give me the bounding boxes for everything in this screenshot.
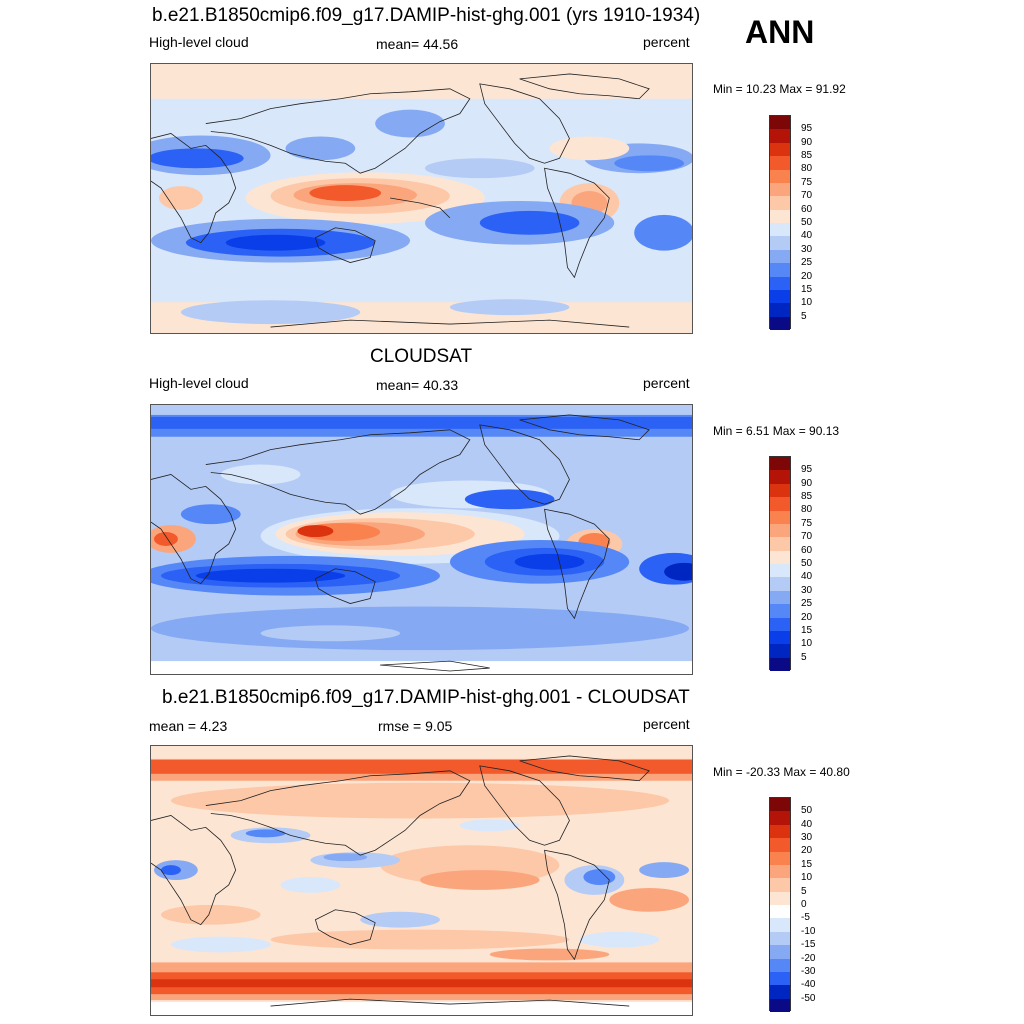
panel-1-colorbar [769,115,791,330]
panel-1-units-label: percent [643,34,690,50]
panel-2-units-label: percent [643,375,690,391]
panel-2-tick: 30 [801,585,813,596]
panel-2-tick: 75 [801,518,813,529]
panel-3-tick: -5 [801,912,810,923]
panel-2-mean-label: mean= 40.33 [376,377,459,393]
panel-3-tick: 20 [801,845,813,856]
panel-1-tick: 80 [801,163,813,174]
panel-1-variable-label: High-level cloud [149,34,249,50]
panel-1-tick: 85 [801,150,813,161]
panel-1-tick: 5 [801,311,807,322]
panel-1-tick: 95 [801,123,813,134]
panel-2-tick: 10 [801,638,813,649]
panel-3-tick: 50 [801,805,813,816]
panel-2-tick: 50 [801,558,813,569]
panel-3-map [150,745,693,1016]
panel-2-tick: 40 [801,571,813,582]
panel-2-tick: 95 [801,464,813,475]
panel-2-colorbar [769,456,791,671]
panel-3-tick: 0 [801,899,807,910]
panel-1-tick: 90 [801,137,813,148]
panel-1-map [150,63,693,334]
panel-3-tick: -10 [801,926,816,937]
panel-1-tick: 70 [801,190,813,201]
panel-3-tick: -20 [801,953,816,964]
panel-3-tick: 5 [801,886,807,897]
season-label: ANN [745,14,815,50]
panel-3-tick: -30 [801,966,816,977]
panel-1-tick: 60 [801,204,813,215]
panel-2-tick: 20 [801,612,813,623]
panel-2-tick: 25 [801,598,813,609]
panel-2-minmax: Min = 6.51 Max = 90.13 [713,424,840,438]
panel-3-tick: 10 [801,872,813,883]
panel-3-tick: 40 [801,819,813,830]
panel-3-mean-label: mean = 4.23 [149,718,228,734]
panel-3-tick: 30 [801,832,813,843]
panel-3-title: b.e21.B1850cmip6.f09_g17.DAMIP-hist-ghg.… [162,687,690,708]
panel-1-tick: 20 [801,271,813,282]
panel-3-tick: -40 [801,979,816,990]
panel-2-tick: 80 [801,504,813,515]
panel-1-tick: 15 [801,284,813,295]
panel-3-tick: -15 [801,939,816,950]
panel-1-tick: 10 [801,297,813,308]
panel-3-tick: -50 [801,993,816,1004]
panel-3-colorbar [769,797,791,1012]
panel-2-tick: 85 [801,491,813,502]
panel-1-tick: 40 [801,230,813,241]
panel-2-tick: 60 [801,545,813,556]
panel-2-tick: 70 [801,531,813,542]
panel-3-units-label: percent [643,716,690,732]
panel-1-tick: 30 [801,244,813,255]
panel-1-tick: 50 [801,217,813,228]
panel-1-title: b.e21.B1850cmip6.f09_g17.DAMIP-hist-ghg.… [152,5,701,26]
panel-1-mean-label: mean= 44.56 [376,36,459,52]
panel-3-rmse-label: rmse = 9.05 [378,718,453,734]
panel-2-tick: 5 [801,652,807,663]
panel-2-title: CLOUDSAT [370,346,473,367]
panel-1-tick: 75 [801,177,813,188]
panel-2-variable-label: High-level cloud [149,375,249,391]
panel-3-minmax: Min = -20.33 Max = 40.80 [713,765,850,779]
panel-1-minmax: Min = 10.23 Max = 91.92 [713,82,846,96]
panel-3-tick: 15 [801,859,813,870]
panel-2-tick: 15 [801,625,813,636]
panel-2-tick: 90 [801,478,813,489]
panel-2-map [150,404,693,675]
panel-1-tick: 25 [801,257,813,268]
